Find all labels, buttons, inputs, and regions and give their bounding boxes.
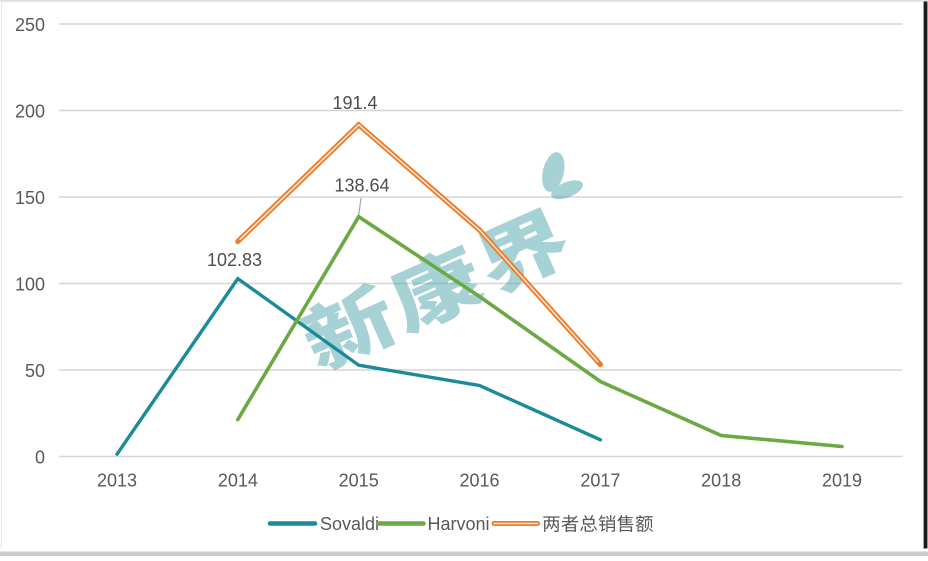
svg-text:2017: 2017	[580, 471, 620, 491]
svg-text:2019: 2019	[822, 471, 862, 491]
svg-text:Sovaldi: Sovaldi	[320, 514, 379, 534]
svg-text:200: 200	[15, 102, 45, 122]
svg-text:138.64: 138.64	[334, 176, 389, 196]
svg-text:2014: 2014	[218, 471, 258, 491]
svg-text:2015: 2015	[339, 471, 379, 491]
svg-text:250: 250	[15, 15, 45, 35]
svg-text:50: 50	[25, 361, 45, 381]
svg-text:102.83: 102.83	[207, 250, 262, 270]
svg-text:100: 100	[15, 275, 45, 295]
svg-text:191.4: 191.4	[332, 93, 377, 113]
svg-text:Harvoni: Harvoni	[428, 514, 490, 534]
svg-text:2016: 2016	[459, 471, 499, 491]
svg-text:2018: 2018	[701, 471, 741, 491]
svg-text:150: 150	[15, 188, 45, 208]
svg-text:0: 0	[35, 448, 45, 468]
svg-text:2013: 2013	[97, 471, 137, 491]
